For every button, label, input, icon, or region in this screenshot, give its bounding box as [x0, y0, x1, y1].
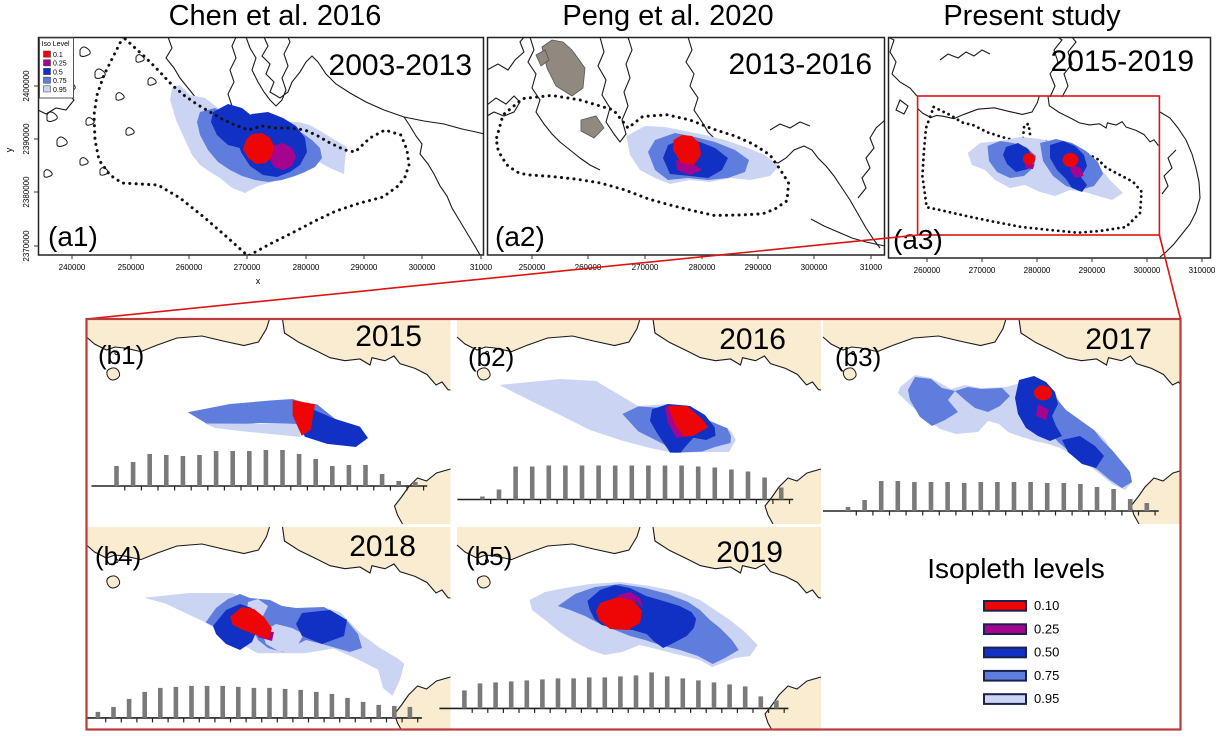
svg-text:0.95: 0.95 [53, 87, 67, 94]
svg-text:310000: 310000 [1189, 266, 1216, 275]
svg-text:(a2): (a2) [495, 221, 545, 252]
svg-text:(a1): (a1) [48, 221, 98, 252]
svg-text:(b1): (b1) [98, 340, 144, 370]
svg-text:300000: 300000 [1134, 266, 1161, 275]
svg-text:240000: 240000 [59, 263, 86, 272]
svg-text:260000: 260000 [176, 263, 203, 272]
svg-text:0.50: 0.50 [1034, 645, 1059, 660]
svg-text:(b4): (b4) [95, 541, 141, 571]
svg-text:290000: 290000 [745, 263, 772, 272]
svg-text:280000: 280000 [293, 263, 320, 272]
svg-text:(b5): (b5) [466, 541, 512, 571]
svg-text:0.10: 0.10 [1034, 598, 1059, 613]
svg-text:(a3): (a3) [893, 224, 943, 255]
svg-text:2370000: 2370000 [22, 230, 31, 262]
svg-text:2015: 2015 [355, 320, 422, 353]
svg-text:2018: 2018 [349, 530, 416, 563]
svg-text:2003-2013: 2003-2013 [329, 49, 472, 82]
svg-text:2390000: 2390000 [22, 123, 31, 155]
svg-text:2016: 2016 [719, 323, 786, 356]
svg-text:Isopleth levels: Isopleth levels [927, 553, 1104, 584]
svg-text:2019: 2019 [716, 536, 783, 569]
svg-text:290000: 290000 [1079, 266, 1106, 275]
svg-text:300000: 300000 [801, 263, 828, 272]
svg-text:(b3): (b3) [835, 342, 881, 372]
svg-text:300000: 300000 [409, 263, 436, 272]
svg-text:2380000: 2380000 [22, 176, 31, 208]
svg-text:280000: 280000 [689, 263, 716, 272]
svg-text:280000: 280000 [1024, 266, 1051, 275]
svg-text:31000: 31000 [860, 263, 883, 272]
svg-text:2400000: 2400000 [22, 70, 31, 102]
svg-text:Iso Level: Iso Level [42, 41, 70, 48]
svg-text:2017: 2017 [1085, 323, 1152, 356]
svg-text:290000: 290000 [351, 263, 378, 272]
svg-text:2013-2016: 2013-2016 [729, 48, 872, 81]
svg-text:260000: 260000 [914, 266, 941, 275]
svg-text:0.25: 0.25 [53, 61, 67, 68]
svg-text:Present study: Present study [943, 0, 1121, 32]
svg-text:250000: 250000 [118, 263, 145, 272]
svg-text:(b2): (b2) [468, 342, 514, 372]
svg-text:y: y [4, 147, 14, 152]
svg-text:270000: 270000 [969, 266, 996, 275]
svg-text:270000: 270000 [234, 263, 261, 272]
svg-text:0.5: 0.5 [53, 69, 63, 76]
svg-text:31000: 31000 [470, 263, 493, 272]
svg-text:Peng et al. 2020: Peng et al. 2020 [562, 0, 773, 32]
svg-text:250000: 250000 [519, 263, 546, 272]
svg-text:0.1: 0.1 [53, 52, 63, 59]
svg-text:0.95: 0.95 [1034, 691, 1059, 706]
svg-text:0.75: 0.75 [53, 78, 67, 85]
svg-text:0.25: 0.25 [1034, 621, 1059, 636]
svg-text:Chen et al. 2016: Chen et al. 2016 [169, 0, 382, 32]
svg-text:0.75: 0.75 [1034, 668, 1059, 683]
svg-text:270000: 270000 [632, 263, 659, 272]
svg-text:2015-2019: 2015-2019 [1051, 45, 1194, 78]
svg-text:x: x [256, 276, 261, 286]
